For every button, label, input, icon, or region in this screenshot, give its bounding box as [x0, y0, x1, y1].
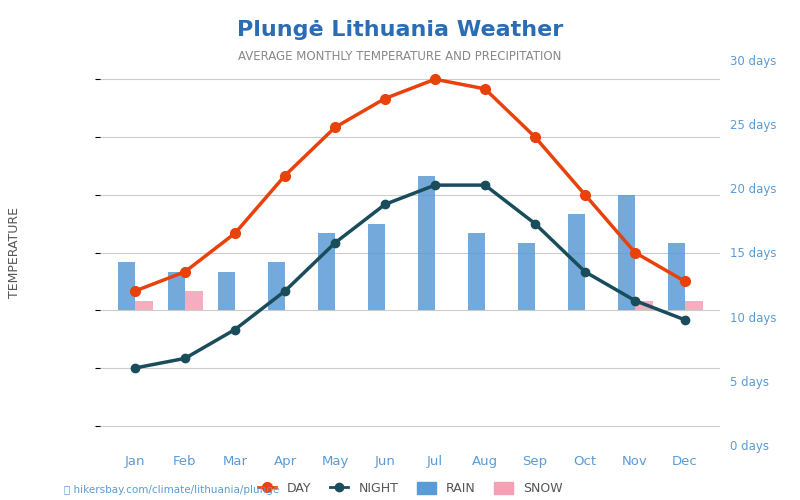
Bar: [318, 233, 335, 310]
Bar: [185, 291, 202, 310]
Text: AVERAGE MONTHLY TEMPERATURE AND PRECIPITATION: AVERAGE MONTHLY TEMPERATURE AND PRECIPIT…: [238, 50, 562, 63]
Bar: [267, 262, 285, 310]
Bar: [167, 272, 185, 310]
Bar: [618, 194, 635, 310]
Bar: [518, 243, 535, 310]
Bar: [667, 243, 685, 310]
Text: 🌍 hikersbay.com/climate/lithuania/plunge: 🌍 hikersbay.com/climate/lithuania/plunge: [64, 485, 279, 495]
Bar: [367, 224, 385, 310]
Bar: [118, 262, 135, 310]
Bar: [418, 176, 435, 310]
Bar: [567, 214, 585, 310]
Bar: [467, 233, 485, 310]
Text: Plungė Lithuania Weather: Plungė Lithuania Weather: [237, 20, 563, 40]
Bar: [685, 300, 702, 310]
Legend: DAY, NIGHT, RAIN, SNOW: DAY, NIGHT, RAIN, SNOW: [253, 478, 567, 500]
Y-axis label: TEMPERATURE: TEMPERATURE: [8, 207, 21, 298]
Bar: [218, 272, 235, 310]
Bar: [635, 300, 653, 310]
Bar: [135, 300, 153, 310]
